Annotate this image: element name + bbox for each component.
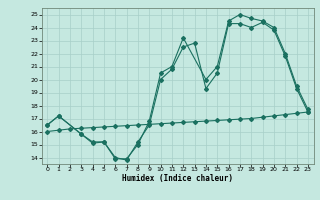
- X-axis label: Humidex (Indice chaleur): Humidex (Indice chaleur): [122, 174, 233, 183]
